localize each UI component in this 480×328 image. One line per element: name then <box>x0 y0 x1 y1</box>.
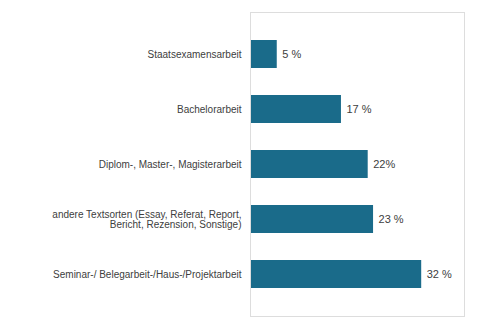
svg-text:5 %: 5 % <box>282 48 301 60</box>
svg-text:23 %: 23 % <box>379 213 404 225</box>
svg-text:17 %: 17 % <box>346 103 371 115</box>
svg-text:andere Textsorten (Essay, Refe: andere Textsorten (Essay, Referat, Repor… <box>52 209 241 230</box>
svg-text:22%: 22% <box>373 158 395 170</box>
svg-text:Bachelorarbeit: Bachelorarbeit <box>177 104 242 115</box>
svg-text:Diplom-, Master-, Magisterarbe: Diplom-, Master-, Magisterarbeit <box>99 159 242 170</box>
svg-text:Seminar-/ Belegarbeit-/Haus-/P: Seminar-/ Belegarbeit-/Haus-/Projektarbe… <box>53 269 242 280</box>
svg-text:Staatsexamensarbeit: Staatsexamensarbeit <box>148 49 242 60</box>
svg-text:32 %: 32 % <box>427 268 452 280</box>
